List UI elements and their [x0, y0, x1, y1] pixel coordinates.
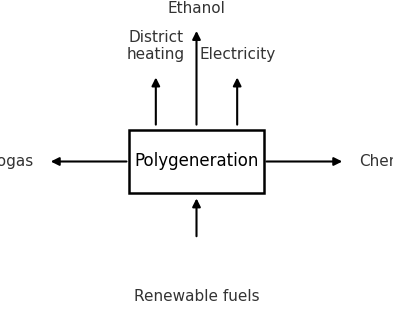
Text: Ethanol: Ethanol: [167, 1, 226, 16]
Bar: [129, 130, 264, 193]
Text: District
heating: District heating: [127, 30, 185, 62]
Text: Polygeneration: Polygeneration: [134, 152, 259, 171]
Text: Electricity: Electricity: [199, 47, 275, 62]
Text: Biogas: Biogas: [0, 154, 34, 169]
Text: Renewable fuels: Renewable fuels: [134, 289, 259, 304]
Text: Chemicals: Chemicals: [359, 154, 393, 169]
